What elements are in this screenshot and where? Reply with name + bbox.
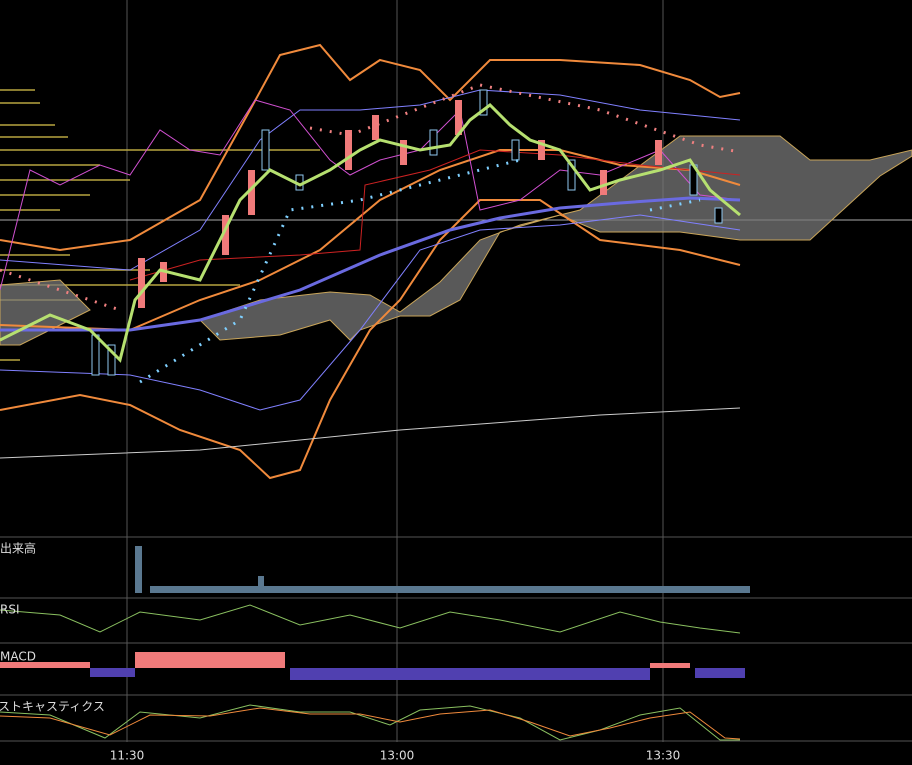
long-line (0, 407, 741, 459)
moving-average (0, 149, 741, 332)
time-label: 11:30 (110, 749, 145, 763)
time-label: 13:00 (380, 749, 415, 763)
stoch-d (0, 707, 741, 740)
rsi-line (0, 604, 741, 634)
bollinger-inner (0, 89, 741, 271)
grid (0, 0, 912, 742)
sigma-line (0, 99, 741, 291)
macd-bars (0, 652, 745, 680)
panel-label: 出来高 (0, 541, 36, 556)
stoch-k (0, 704, 740, 741)
bollinger-upper (0, 43, 741, 252)
bollinger-lower (0, 199, 741, 480)
volume-bars (135, 546, 750, 593)
time-label: 13:30 (646, 749, 681, 763)
short-ma (0, 103, 741, 363)
parabolic-sar (0, 83, 741, 384)
panel-label: ストキャスティクス (0, 700, 105, 714)
bollinger-inner (0, 214, 741, 411)
panel-label: MACD (0, 650, 36, 664)
span-line (129, 149, 741, 281)
candles (91, 89, 723, 376)
panel-label: RSI (0, 603, 20, 617)
long-ma (0, 196, 741, 332)
